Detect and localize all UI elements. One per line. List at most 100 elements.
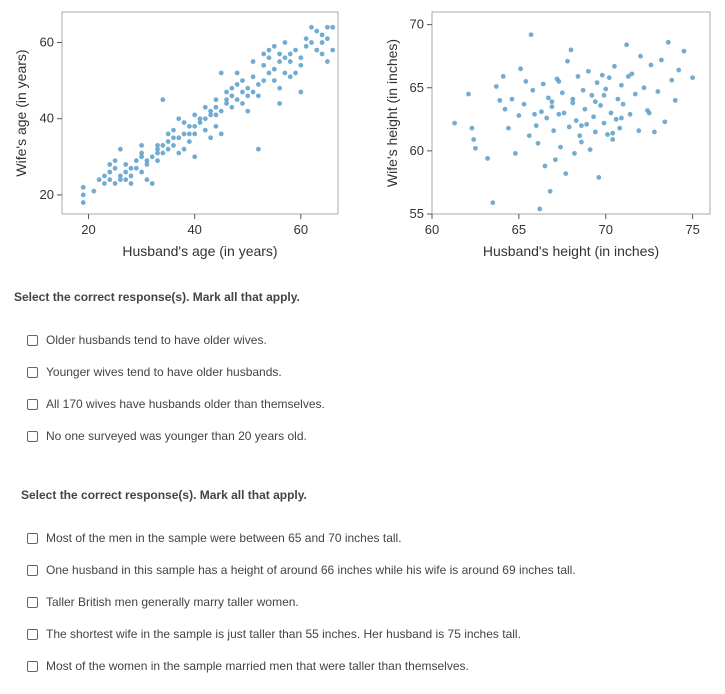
checkbox[interactable]: [27, 660, 38, 672]
height-data-point: [594, 80, 600, 86]
checkbox[interactable]: [27, 564, 38, 576]
age-data-point: [234, 97, 240, 103]
height-data-point: [497, 97, 503, 103]
height-data-point: [570, 100, 576, 106]
age-data-point: [255, 146, 261, 152]
q1-option-1[interactable]: Older husbands tend to have older wives.: [27, 333, 267, 347]
height-data-point: [598, 103, 603, 108]
question2-title: Select the correct response(s). Mark all…: [21, 488, 307, 502]
q2-option-1[interactable]: Most of the men in the sample were betwe…: [27, 531, 402, 545]
age-data-point: [319, 51, 325, 57]
age-data-point: [160, 97, 166, 103]
age-data-point: [271, 78, 277, 84]
height-data-point: [544, 115, 550, 121]
age-data-point: [107, 169, 113, 175]
age-x-tick-label: 60: [294, 222, 308, 237]
checkbox[interactable]: [27, 334, 38, 346]
height-data-point: [523, 79, 529, 84]
height-data-point: [605, 132, 610, 137]
age-data-point: [123, 177, 129, 183]
checkbox[interactable]: [27, 596, 38, 608]
age-data-point: [139, 154, 145, 160]
height-data-point: [509, 96, 515, 102]
height-data-point: [518, 66, 524, 72]
age-data-point: [112, 158, 118, 164]
age-data-point: [314, 28, 320, 34]
checkbox[interactable]: [27, 532, 38, 544]
age-data-point: [80, 200, 86, 205]
height-data-point: [549, 104, 555, 110]
q1-option-4[interactable]: No one surveyed was younger than 20 year…: [27, 429, 307, 443]
age-data-point: [144, 158, 150, 164]
q2-option-2[interactable]: One husband in this sample has a height …: [27, 563, 576, 577]
height-data-point: [638, 53, 643, 59]
checkbox[interactable]: [27, 398, 38, 410]
height-data-point: [636, 128, 642, 134]
height-data-point: [502, 106, 508, 112]
age-data-point: [139, 169, 145, 175]
height-data-point: [632, 91, 638, 97]
age-data-point: [224, 89, 229, 95]
age-data-point: [224, 101, 229, 106]
age-data-point: [287, 74, 293, 80]
checkbox[interactable]: [27, 430, 38, 442]
age-data-point: [266, 55, 272, 61]
height-y-axis-label: Wife's height (in inches): [384, 39, 400, 187]
age-y-axis-label: Wife's age (in years): [13, 49, 29, 176]
q1-option-1-label: Older husbands tend to have older wives.: [46, 333, 267, 347]
age-data-point: [218, 108, 224, 114]
q2-option-3[interactable]: Taller British men generally marry talle…: [27, 595, 299, 609]
age-data-point: [287, 51, 293, 57]
age-data-point: [160, 150, 166, 156]
height-data-point: [539, 109, 544, 115]
age-data-point: [261, 51, 267, 57]
q1-option-2[interactable]: Younger wives tend to have older husband…: [27, 365, 282, 379]
age-data-point: [229, 93, 235, 99]
height-data-point: [596, 174, 602, 180]
age-data-point: [298, 62, 304, 68]
age-data-point: [202, 116, 208, 122]
age-y-tick-label: 40: [40, 111, 54, 126]
age-data-point: [208, 112, 214, 118]
age-data-point: [245, 108, 251, 114]
height-data-point: [466, 91, 471, 97]
height-data-point: [617, 125, 623, 131]
height-data-point: [540, 81, 546, 87]
age-data-point: [255, 82, 261, 87]
height-data-point: [592, 99, 598, 105]
age-data-point: [160, 142, 166, 148]
checkbox[interactable]: [27, 366, 38, 378]
age-plot-frame: [61, 11, 339, 215]
age-data-point: [298, 89, 304, 95]
height-data-point: [601, 120, 607, 126]
checkbox[interactable]: [27, 628, 38, 640]
q2-option-4[interactable]: The shortest wife in the sample is just …: [27, 627, 521, 641]
height-data-point: [561, 110, 567, 116]
height-data-point: [584, 121, 590, 127]
height-data-point: [591, 114, 596, 120]
height-data-point: [563, 171, 569, 177]
q2-option-5[interactable]: Most of the women in the sample married …: [27, 659, 469, 673]
age-data-point: [218, 70, 224, 76]
age-data-point: [255, 93, 261, 99]
height-data-point: [615, 96, 621, 102]
q1-option-3[interactable]: All 170 wives have husbands older than t…: [27, 397, 325, 411]
height-data-point: [669, 77, 675, 83]
age-data-point: [213, 123, 219, 129]
age-data-point: [277, 85, 283, 91]
height-data-point: [589, 92, 595, 98]
height-data-point: [537, 206, 543, 212]
age-data-point: [155, 158, 160, 164]
age-data-point: [282, 70, 288, 76]
height-data-point: [558, 144, 563, 150]
age-data-point: [208, 108, 214, 114]
age-data-point: [117, 177, 123, 183]
height-data-point: [473, 145, 478, 151]
height-x-tick-label: 65: [512, 222, 526, 237]
age-data-point: [229, 85, 235, 91]
age-data-point: [319, 40, 325, 45]
q2-option-5-label: Most of the women in the sample married …: [46, 659, 469, 673]
age-data-point: [128, 173, 134, 179]
height-data-point: [612, 63, 617, 69]
